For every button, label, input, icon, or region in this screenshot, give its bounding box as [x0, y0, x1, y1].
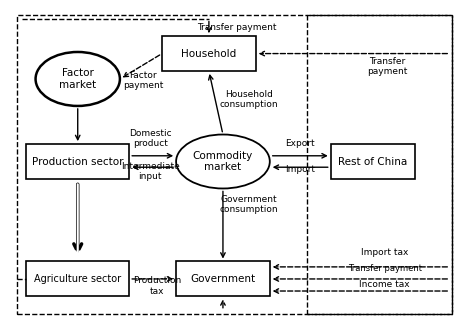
Text: Government
consumption: Government consumption — [219, 195, 278, 214]
FancyBboxPatch shape — [331, 144, 415, 179]
Text: Factor
payment: Factor payment — [123, 71, 164, 90]
Text: Transfer payment: Transfer payment — [197, 23, 277, 32]
Ellipse shape — [36, 52, 120, 106]
Text: Household
consumption: Household consumption — [219, 90, 278, 109]
FancyBboxPatch shape — [26, 144, 129, 179]
Ellipse shape — [176, 134, 270, 189]
FancyBboxPatch shape — [162, 36, 256, 71]
Text: Transfer payment: Transfer payment — [347, 264, 421, 273]
FancyBboxPatch shape — [176, 262, 270, 297]
Text: Income tax: Income tax — [359, 280, 410, 289]
Text: Import tax: Import tax — [361, 248, 408, 257]
FancyBboxPatch shape — [26, 262, 129, 297]
Text: Export: Export — [285, 139, 315, 148]
Text: Intermediate
input: Intermediate input — [121, 162, 180, 181]
Text: Factor
market: Factor market — [59, 68, 96, 90]
Text: Government: Government — [191, 274, 255, 284]
Text: Household: Household — [181, 48, 237, 58]
Text: Production sector: Production sector — [32, 157, 124, 166]
Text: Import: Import — [285, 165, 315, 174]
Text: Commodity
market: Commodity market — [193, 151, 253, 172]
Text: Domestic
product: Domestic product — [129, 129, 172, 148]
Text: Transfer
payment: Transfer payment — [367, 57, 407, 76]
Text: Agriculture sector: Agriculture sector — [34, 274, 121, 284]
Text: Production
tax: Production tax — [133, 276, 182, 296]
Text: Rest of China: Rest of China — [338, 157, 408, 166]
